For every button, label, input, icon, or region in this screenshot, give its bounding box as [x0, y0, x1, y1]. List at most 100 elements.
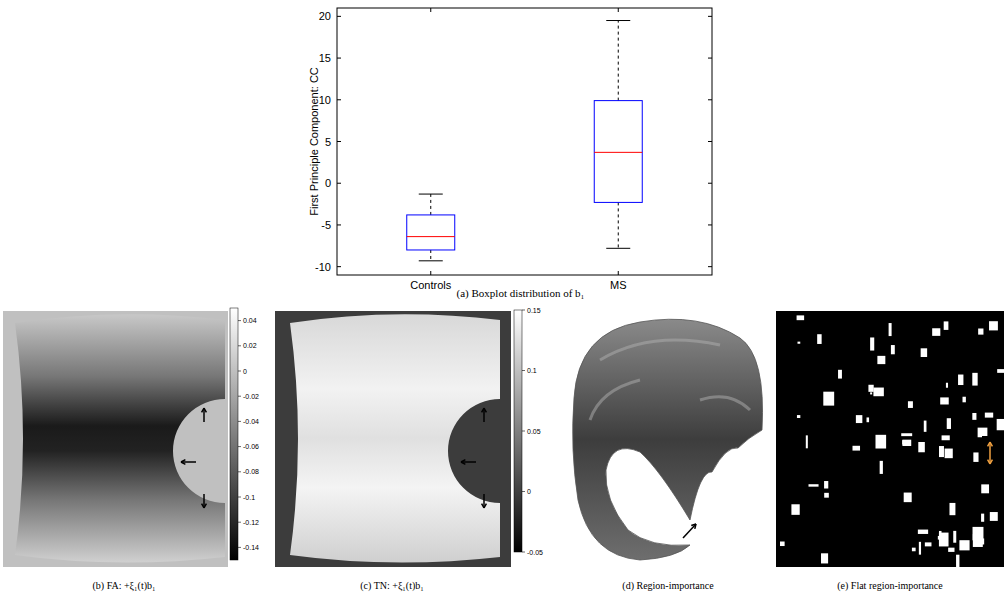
image-blob: [963, 397, 966, 403]
image-blob: [921, 348, 927, 357]
colorbar-tick: [238, 471, 241, 472]
x-tick-label: Controls: [410, 279, 451, 291]
colorbar: 0.150.10.050-0.05: [514, 307, 543, 556]
arrow-head: [988, 460, 993, 464]
panel-e: [776, 311, 1005, 568]
image-blob: [809, 484, 819, 486]
image-blob: [946, 383, 948, 388]
colorbar-tick: [238, 371, 241, 372]
y-tick-label: -5: [321, 219, 331, 231]
image-blob: [870, 337, 874, 350]
box: [407, 215, 455, 250]
y-tick: [337, 224, 341, 225]
panel-c: [275, 311, 511, 567]
y-tick: [708, 99, 712, 100]
image-blob: [940, 397, 949, 404]
colorbar-tick: [238, 547, 241, 548]
image-blob: [973, 527, 984, 540]
image-blob: [925, 542, 932, 546]
colorbar-tick-label: 0.05: [527, 428, 541, 435]
y-tick: [708, 266, 712, 267]
image-blob: [873, 388, 883, 397]
y-axis: -10-505101520: [315, 10, 712, 272]
arrow-ground: [982, 436, 998, 470]
image-blob: [924, 421, 927, 432]
image-blob: [780, 542, 785, 547]
x-tick: [430, 8, 431, 12]
y-tick: [708, 183, 712, 184]
image-background: [776, 311, 1004, 567]
image-blob: [959, 540, 969, 550]
y-axis-title: First Principle Component: CC: [308, 67, 320, 216]
image-blob: [953, 531, 956, 543]
colorbar-tick-label: -0.06: [243, 443, 259, 450]
image-blob: [823, 392, 834, 406]
colorbar-scale: [514, 310, 522, 552]
colorbar-tick: [522, 491, 525, 492]
y-tick-label: 10: [319, 94, 331, 106]
image-blob: [997, 369, 1005, 373]
colorbar-tick: [238, 345, 241, 346]
image-blob: [947, 418, 951, 429]
image-blob: [918, 442, 925, 452]
image-blob: [902, 440, 911, 446]
image-shape: [573, 319, 763, 560]
image-blob: [956, 555, 959, 568]
image-blob: [791, 504, 799, 515]
upper-whisker: [618, 21, 619, 101]
image-blob: [932, 328, 940, 336]
image-blob: [877, 356, 885, 364]
colorbar-tick-label: 0.04: [243, 317, 257, 324]
arrow-head: [181, 460, 185, 465]
image-blob: [856, 415, 862, 423]
colorbar-tick: [238, 446, 241, 447]
boxes: [407, 21, 643, 261]
image-background: [275, 311, 511, 567]
y-tick: [337, 58, 341, 59]
image-blob: [989, 321, 998, 330]
image-blob: [912, 548, 916, 552]
image-blob: [973, 452, 978, 461]
colorbar-tick-label: -0.12: [243, 519, 259, 526]
image-blob: [958, 375, 963, 385]
box: [594, 101, 642, 203]
caption: (c) TN: +ξ₁(t)b₁: [360, 580, 424, 592]
image-blob: [889, 323, 892, 336]
colorbar-tick-label: 0: [527, 488, 531, 495]
colorbar-tick-label: -0.05: [527, 549, 543, 556]
y-tick: [337, 99, 341, 100]
image-shape: [290, 314, 500, 562]
image-blob: [990, 512, 998, 521]
image-blob: [797, 342, 800, 344]
arrow: [989, 442, 991, 464]
image-blob: [797, 315, 805, 320]
image-shape: [15, 314, 225, 562]
image-blob: [797, 415, 800, 418]
y-tick-label: 15: [319, 52, 331, 64]
image-blob: [821, 553, 828, 563]
colorbar-tick-label: 0: [243, 368, 247, 375]
colorbar-tick-label: 0.15: [527, 307, 541, 314]
image-blob: [806, 435, 808, 448]
colorbar-tick: [522, 552, 525, 553]
arrow: [683, 524, 696, 538]
median: [407, 236, 455, 237]
colorbar-tick-label: -0.14: [243, 544, 259, 551]
y-tick: [337, 266, 341, 267]
colorbar-tick: [522, 370, 525, 371]
colorbar-tick: [522, 431, 525, 432]
image-blob: [939, 533, 949, 547]
image-blob: [985, 413, 993, 418]
panel-b: [3, 311, 228, 567]
image-blob: [945, 449, 953, 459]
y-tick: [337, 16, 341, 17]
arrow-head: [202, 504, 207, 508]
colorbar-tick-label: 0.02: [243, 342, 257, 349]
image-blob: [868, 385, 873, 392]
image-blob: [838, 370, 842, 379]
image-blob: [918, 530, 928, 534]
x-tick-label: MS: [610, 279, 627, 291]
caption: (b) FA: +ξ₁(t)b₁: [93, 580, 156, 592]
arrow-head: [461, 460, 465, 465]
y-tick-label: 0: [325, 177, 331, 189]
